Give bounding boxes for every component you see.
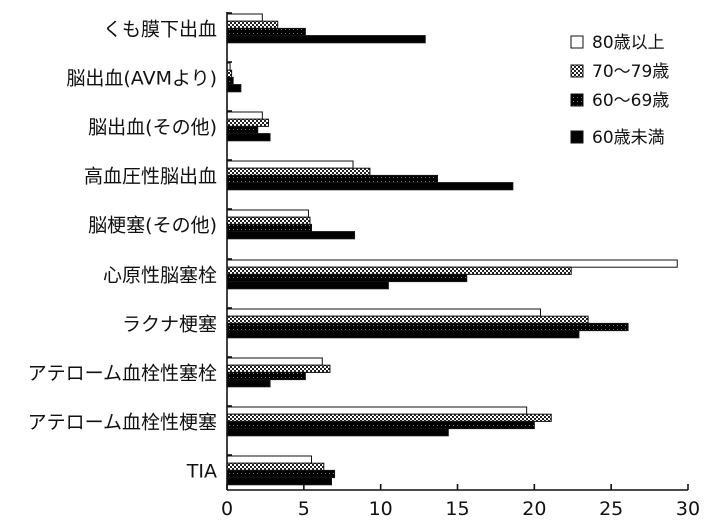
bar-group xyxy=(226,13,678,486)
bar xyxy=(226,413,552,422)
legend-swatch xyxy=(570,93,584,107)
category-label: 脳出血(その他) xyxy=(88,116,217,138)
bar xyxy=(226,174,439,184)
bar xyxy=(226,216,311,225)
legend-label: 80歳以上 xyxy=(592,33,665,53)
bar xyxy=(226,118,269,127)
bar xyxy=(226,209,309,218)
x-tick-label: 25 xyxy=(599,498,623,520)
bar xyxy=(226,364,331,373)
category-label: 心原性脳塞栓 xyxy=(103,264,217,286)
bar xyxy=(226,357,323,366)
bar xyxy=(226,27,306,37)
bar xyxy=(226,406,528,415)
bar xyxy=(226,35,426,44)
bar xyxy=(226,111,263,120)
legend-swatch xyxy=(570,35,584,49)
legend-label: 60〜69歳 xyxy=(592,91,669,111)
x-tick-label: 10 xyxy=(369,498,393,520)
bar xyxy=(226,281,389,290)
legend-swatch xyxy=(570,130,584,144)
legend-label: 70〜79歳 xyxy=(592,62,669,82)
category-label: アテローム血栓性梗塞 xyxy=(28,411,217,433)
bar xyxy=(226,428,449,437)
bar xyxy=(226,259,678,268)
category-label: 高血圧性脳出血 xyxy=(84,165,217,187)
bar xyxy=(226,371,306,381)
category-label: 脳出血(AVMより) xyxy=(66,67,217,89)
bar xyxy=(226,13,263,22)
x-tick-label: 30 xyxy=(676,498,700,520)
legend-swatch xyxy=(570,64,584,78)
bar xyxy=(226,455,313,464)
x-tick-label: 0 xyxy=(221,498,233,520)
bar xyxy=(226,420,535,430)
bar xyxy=(226,125,259,135)
bar xyxy=(226,266,572,275)
x-axis-ticks: 0 5 10 15 20 25 30 xyxy=(221,484,700,520)
bar xyxy=(226,330,580,339)
bar xyxy=(226,462,325,471)
bar xyxy=(226,160,354,169)
legend: 80歳以上 70〜79歳 60〜69歳 60歳未満 xyxy=(570,33,669,148)
bar xyxy=(226,182,514,191)
bar xyxy=(226,477,332,486)
category-label: TIA xyxy=(186,460,217,482)
category-label: 脳梗塞(その他) xyxy=(88,214,217,236)
category-label: ラクナ梗塞 xyxy=(122,313,217,335)
bar xyxy=(226,273,468,283)
bar xyxy=(226,84,242,93)
x-tick-label: 20 xyxy=(522,498,546,520)
bar xyxy=(226,379,271,388)
bar xyxy=(226,133,271,142)
x-tick-label: 15 xyxy=(445,498,469,520)
category-label: くも膜下出血 xyxy=(103,18,217,40)
bar xyxy=(226,469,336,479)
bar xyxy=(226,76,234,86)
bar xyxy=(226,223,313,233)
bar xyxy=(226,20,279,29)
bar xyxy=(226,231,356,240)
bar xyxy=(226,167,371,176)
bar xyxy=(226,322,629,332)
bar xyxy=(226,315,589,324)
legend-label: 60歳未満 xyxy=(592,128,665,148)
x-tick-label: 5 xyxy=(298,498,310,520)
bar xyxy=(226,308,541,317)
category-label: アテローム血栓性塞栓 xyxy=(28,362,217,384)
